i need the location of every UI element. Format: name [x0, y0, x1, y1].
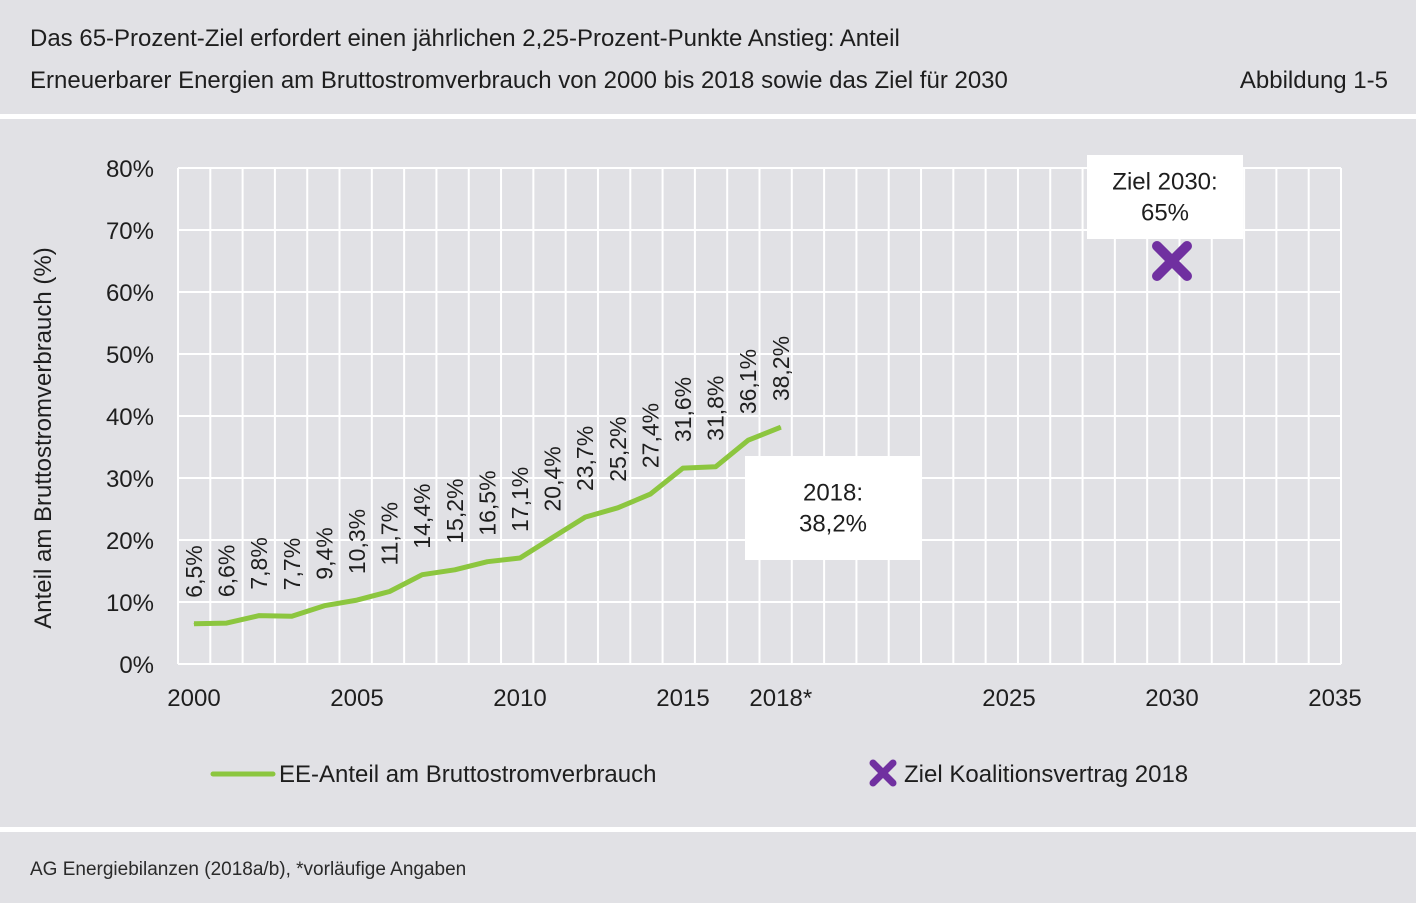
y-tick-label: 70% [106, 218, 154, 245]
data-label: 36,1% [735, 349, 761, 414]
target-marker-stroke [1152, 241, 1192, 281]
series [193, 241, 1192, 627]
data-label: 27,4% [637, 403, 663, 468]
x-axis-ticks: 2000 2005 2010 2015 2018* 2025 2030 2035 [167, 685, 1361, 712]
y-tick-label: 30% [106, 466, 154, 493]
y-tick-label: 60% [106, 280, 154, 307]
legend-label: Ziel Koalitionsvertrag 2018 [904, 761, 1188, 788]
annotation-text: 65% [1141, 200, 1189, 227]
data-label: 6,5% [181, 545, 207, 597]
y-tick-label: 40% [106, 404, 154, 431]
y-axis-ticks: 0% 10% 20% 30% 40% 50% 60% 70% 80% [106, 156, 154, 679]
data-label: 14,4% [409, 484, 435, 549]
data-label: 38,2% [768, 336, 794, 401]
legend-label: EE-Anteil am Bruttostromverbrauch [279, 761, 656, 788]
data-point [323, 605, 325, 607]
x-tick-label: 2025 [982, 685, 1035, 712]
annotation-box [745, 456, 921, 560]
data-labels: 6,5% 6,6% 7,8% 7,7% 9,4% 10,3% 11,7% 14,4% 15,2%… [181, 336, 794, 598]
data-point [421, 574, 423, 576]
annotation-text: Ziel 2030: [1112, 169, 1217, 196]
annotations: 2018: 38,2% Ziel 2030: 65% [745, 155, 1243, 560]
data-label: 25,2% [605, 417, 631, 482]
x-tick-label: 2010 [493, 685, 546, 712]
data-point [226, 622, 228, 624]
figure-label: Abbildung 1-5 [1239, 67, 1388, 94]
data-label: 9,4% [311, 527, 337, 579]
data-label: 31,6% [670, 377, 696, 442]
x-tick-label: 2030 [1145, 685, 1198, 712]
annotation-2018: 2018: 38,2% [745, 456, 921, 560]
data-point [682, 467, 684, 469]
data-point [486, 561, 488, 563]
y-axis-label: Anteil am Bruttostromverbrauch (%) [30, 247, 57, 628]
annotation-ziel-2030: Ziel 2030: 65% [1087, 155, 1243, 239]
data-point [258, 615, 260, 617]
data-point [617, 507, 619, 509]
data-point [519, 557, 521, 559]
data-label: 31,8% [703, 376, 729, 441]
x-tick-label: 2000 [167, 685, 220, 712]
data-point [291, 615, 293, 617]
data-label: 20,4% [540, 446, 566, 511]
data-point [747, 439, 749, 441]
data-point [780, 426, 782, 428]
x-tick-label: 2035 [1308, 685, 1361, 712]
y-tick-label: 50% [106, 342, 154, 369]
data-label: 16,5% [474, 470, 500, 535]
data-point [389, 590, 391, 592]
data-label: 11,7% [377, 502, 403, 566]
data-point [356, 599, 358, 601]
annotation-text: 2018: [803, 480, 863, 507]
data-point [552, 537, 554, 539]
data-point [193, 623, 195, 625]
source-note: AG Energiebilanzen (2018a/b), *vorläufig… [30, 859, 467, 880]
data-label: 23,7% [572, 426, 598, 491]
chart-header: Das 65-Prozent-Ziel erfordert einen jähr… [0, 0, 1416, 116]
x-tick-label: 2015 [656, 685, 709, 712]
data-point [649, 493, 651, 495]
y-tick-label: 0% [119, 652, 154, 679]
legend-item-ziel: Ziel Koalitionsvertrag 2018 [869, 759, 1188, 788]
legend-item-ee-anteil: EE-Anteil am Bruttostromverbrauch [210, 761, 656, 788]
target-marker-ziel-2030 [1152, 241, 1192, 281]
grid [177, 167, 1342, 665]
data-label: 10,3% [344, 509, 370, 574]
separator-bottom [0, 827, 1416, 832]
data-label: 6,6% [214, 545, 240, 597]
legend-x-marker-stroke [869, 759, 897, 787]
data-point [454, 569, 456, 571]
y-tick-label: 10% [106, 590, 154, 617]
data-label: 15,2% [442, 479, 468, 544]
legend: EE-Anteil am Bruttostromverbrauch Ziel Ko… [210, 759, 1188, 788]
annotation-text: 38,2% [799, 511, 867, 538]
annotation-box [1087, 155, 1243, 239]
x-tick-label: 2018* [749, 685, 812, 712]
chart-title-line-2: Erneuerbarer Energien am Bruttostromverb… [30, 67, 1008, 94]
chart-title-line-1: Das 65-Prozent-Ziel erfordert einen jähr… [30, 25, 900, 52]
data-label: 17,1% [507, 467, 533, 532]
data-point [715, 466, 717, 468]
separator-top [0, 114, 1416, 119]
data-label: 7,8% [246, 537, 272, 589]
data-point [584, 516, 586, 518]
y-tick-label: 80% [106, 156, 154, 183]
x-tick-label: 2005 [330, 685, 383, 712]
y-tick-label: 20% [106, 528, 154, 555]
data-label: 7,7% [279, 538, 305, 590]
